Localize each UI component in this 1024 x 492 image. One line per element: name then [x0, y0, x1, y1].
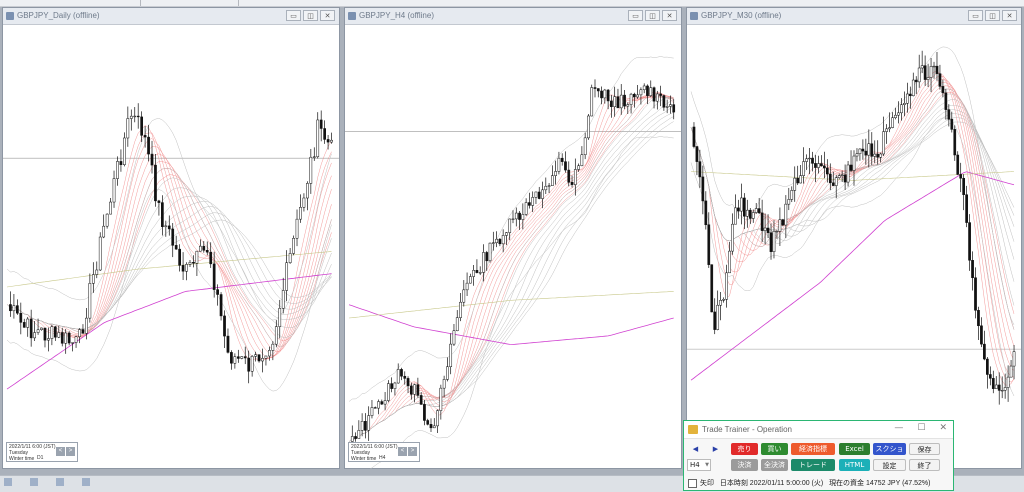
trade-trainer-panel[interactable]: Trade Trainer - Operation — ☐ ✕ ◀ ▶ 売り 買… — [683, 420, 954, 491]
chart-window-h4[interactable]: GBPJPY_H4 (offline) ▭ ◫ ✕ 2022/1/11 6:00… — [344, 7, 682, 469]
minimize-button[interactable]: — — [894, 423, 904, 433]
balance-label: 現在の資金 — [829, 480, 865, 487]
panel-title: Trade Trainer - Operation — [702, 425, 792, 434]
maximize-button[interactable]: ☐ — [917, 423, 926, 433]
trade-button[interactable]: トレード — [791, 459, 835, 471]
chevron-down-icon: ▼ — [705, 462, 709, 468]
price-chart-m30[interactable] — [687, 25, 1021, 468]
prev-bar-button[interactable]: < — [398, 447, 407, 456]
chart-window-daily[interactable]: GBPJPY_Daily (offline) ▭ ◫ ✕ 2022/1/11 6… — [2, 7, 340, 469]
price-chart-daily[interactable] — [3, 25, 339, 468]
window-title: GBPJPY_M30 (offline) — [701, 11, 782, 20]
minimize-button[interactable]: ▭ — [286, 10, 301, 21]
settle-button[interactable]: 決済 — [731, 459, 758, 471]
minimized-window[interactable] — [56, 478, 66, 488]
timeframe-value: H4 — [690, 461, 700, 469]
info-mode: Winter time — [9, 456, 35, 462]
window-title: GBPJPY_H4 (offline) — [359, 11, 434, 20]
settings-button[interactable]: 設定 — [873, 459, 906, 471]
minimized-window[interactable] — [4, 478, 14, 488]
economic-indicators-button[interactable]: 経済指標 — [791, 443, 835, 455]
info-timeframe: D1 — [37, 455, 44, 461]
titlebar[interactable]: GBPJPY_Daily (offline) ▭ ◫ ✕ — [3, 8, 339, 25]
chart-window-icon — [348, 12, 356, 20]
titlebar[interactable]: GBPJPY_H4 (offline) ▭ ◫ ✕ — [345, 8, 681, 25]
excel-button[interactable]: Excel — [839, 443, 870, 455]
save-button[interactable]: 保存 — [909, 443, 940, 455]
settle-all-button[interactable]: 全決済 — [761, 459, 788, 471]
info-date: 2022/1/11 6:00 (JST) — [351, 444, 398, 450]
minimized-window[interactable] — [82, 478, 92, 488]
price-chart-h4[interactable] — [345, 25, 681, 469]
step-forward-button[interactable]: ▶ — [712, 445, 719, 453]
prev-bar-button[interactable]: < — [56, 447, 65, 456]
info-date: 2022/1/11 6:00 (JST) — [9, 444, 56, 450]
next-bar-button[interactable]: > — [66, 447, 75, 456]
chart-window-icon — [690, 12, 698, 20]
window-title: GBPJPY_Daily (offline) — [17, 11, 100, 20]
restore-button[interactable]: ◫ — [645, 10, 660, 21]
html-button[interactable]: HTML — [839, 459, 870, 471]
info-mode: Winter time — [351, 456, 377, 462]
timeframe-select[interactable]: H4 ▼ — [687, 459, 711, 471]
close-button[interactable]: ✕ — [320, 10, 335, 21]
minimized-window[interactable] — [30, 478, 40, 488]
close-button[interactable]: ✕ — [662, 10, 677, 21]
balance-value: 14752 JPY (47.52%) — [866, 480, 931, 487]
close-button[interactable]: ✕ — [1002, 10, 1017, 21]
top-strip — [0, 0, 1024, 7]
chart-info-box: 2022/1/11 6:00 (JST) Tuesday Winter time… — [6, 442, 78, 462]
chart-window-m30[interactable]: GBPJPY_M30 (offline) ▭ ◫ ✕ — [686, 7, 1022, 469]
titlebar[interactable]: GBPJPY_M30 (offline) ▭ ◫ ✕ — [687, 8, 1021, 25]
jp-time-label: 日本時刻 — [719, 480, 748, 487]
minimize-button[interactable]: ▭ — [968, 10, 983, 21]
restore-button[interactable]: ◫ — [985, 10, 1000, 21]
restore-button[interactable]: ◫ — [303, 10, 318, 21]
arrow-label: 矢印 — [700, 480, 714, 487]
chart-info-box: 2022/1/11 6:00 (JST) Tuesday Winter time… — [348, 442, 420, 462]
jp-time-value: 2022/01/11 5:00:00 (火) — [749, 480, 824, 487]
exit-button[interactable]: 終了 — [909, 459, 940, 471]
arrow-checkbox[interactable] — [688, 478, 697, 488]
buy-button[interactable]: 買い — [761, 443, 788, 455]
close-button[interactable]: ✕ — [939, 423, 947, 433]
screenshot-button[interactable]: スクショ — [873, 443, 906, 455]
step-back-button[interactable]: ◀ — [692, 445, 699, 453]
info-day: Tuesday — [9, 450, 28, 456]
status-line: 矢印 日本時刻 2022/01/11 5:00:00 (火) 現在の資金 147… — [688, 478, 931, 488]
next-bar-button[interactable]: > — [408, 447, 417, 456]
sell-button[interactable]: 売り — [731, 443, 758, 455]
chart-window-icon — [6, 12, 14, 20]
panel-titlebar[interactable]: Trade Trainer - Operation — ☐ ✕ — [684, 421, 953, 439]
info-timeframe: H4 — [379, 455, 386, 461]
minimize-button[interactable]: ▭ — [628, 10, 643, 21]
app-icon — [688, 425, 698, 434]
info-day: Tuesday — [351, 450, 370, 456]
